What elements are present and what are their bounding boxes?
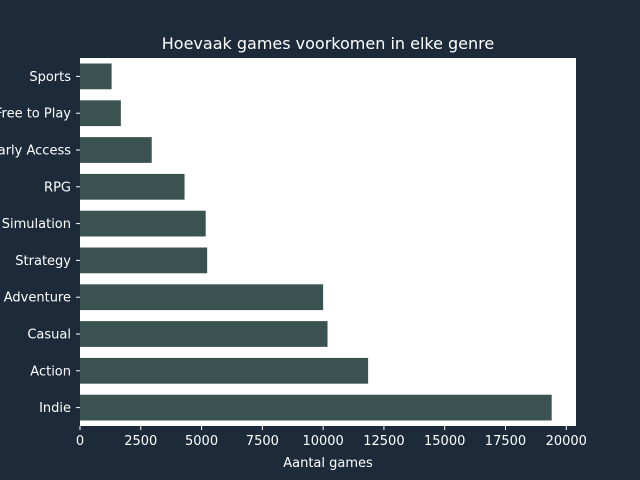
y-axis: Indie Action Casual Adventure Strategy Simula… [0,70,80,416]
bar-strategy [80,247,208,274]
x-tick-label-20000: 20000 [546,434,587,449]
x-tick-label-5000: 5000 [185,434,218,449]
x-tick-label-10000: 10000 [302,434,343,449]
bar-early-access [80,137,152,163]
y-tick-label-rpg: RPG [44,180,71,195]
x-axis: 0 2500 5000 7500 10000 12500 15000 17500 20000 [76,426,587,449]
bars-group [80,63,552,421]
y-tick-label-simulation: Simulation [2,217,71,232]
chart-title: Hoevaak games voorkomen in elke genre [162,34,494,53]
y-tick-label-free-to-play: Free to Play [0,107,71,122]
y-tick-label-indie: Indie [39,401,71,416]
y-tick-label-early-access: Early Access [0,144,71,159]
x-tick-label-7500: 7500 [246,434,279,449]
bar-indie [80,394,552,421]
bar-rpg [80,173,185,200]
x-tick-label-15000: 15000 [424,434,465,449]
bar-action [80,357,369,384]
x-tick-label-0: 0 [76,434,84,449]
y-tick-label-strategy: Strategy [15,254,71,269]
y-tick-label-action: Action [30,364,71,379]
bar-simulation [80,210,206,237]
x-axis-label: Aantal games [283,456,373,471]
y-tick-label-adventure: Adventure [4,291,71,306]
x-tick-label-12500: 12500 [363,434,404,449]
x-tick-label-2500: 2500 [124,434,157,449]
y-tick-label-sports: Sports [29,70,71,85]
bar-free-to-play [80,100,121,127]
bar-adventure [80,284,324,311]
bar-sports [80,63,112,90]
x-tick-label-17500: 17500 [485,434,526,449]
y-tick-label-casual: Casual [27,328,71,343]
bar-casual [80,321,328,347]
